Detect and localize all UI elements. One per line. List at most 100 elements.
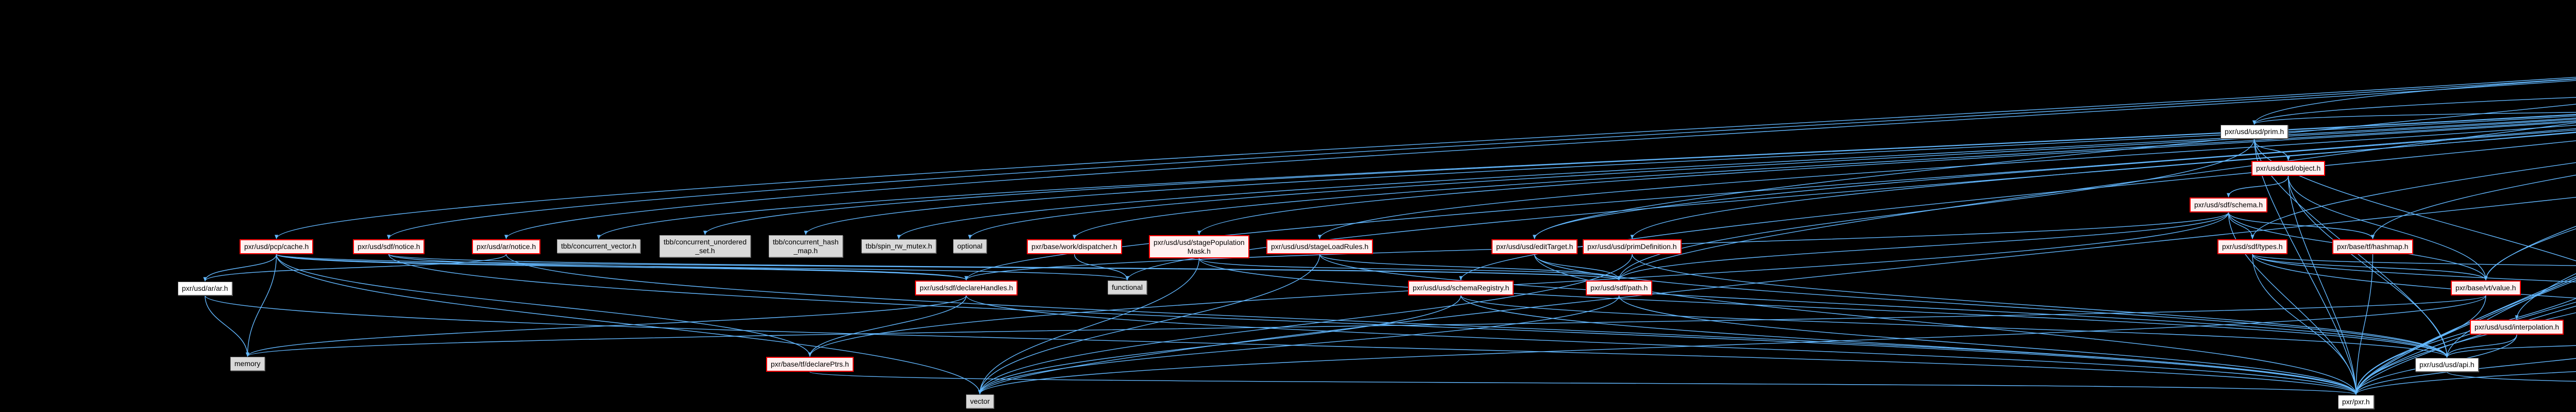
graph-node-optional[interactable]: optional	[953, 239, 987, 253]
graph-node-tbb_spin[interactable]: tbb/spin_rw_mutex.h	[861, 239, 937, 253]
edge-product-to-sdf_notice	[387, 78, 2576, 239]
edge-usd_object-to-usd_api	[2287, 175, 2449, 358]
edge-stagePopulationMask-to-vector	[978, 258, 1200, 394]
edge-sdf_types-to-matrix4d	[2252, 254, 2576, 266]
graph-node-sdf_path[interactable]: pxr/usd/sdf/path.h	[1586, 281, 1653, 295]
edge-stagePopulationMask-to-usd_api	[1198, 258, 2449, 358]
edge-usd_api-to-arch_export	[2446, 371, 2576, 382]
graph-node-tf_hashmap[interactable]: pxr/base/tf/hashmap.h	[2332, 239, 2413, 254]
graph-node-ar_notice[interactable]: pxr/usd/ar/notice.h	[472, 239, 541, 254]
graph-node-interpolation[interactable]: pxr/usd/usd/interpolation.h	[2470, 320, 2564, 335]
edge-primDefinition-to-usd_api	[1632, 254, 2449, 358]
edge-stagePopulationMask-to-sdf_path	[1198, 258, 1621, 281]
graph-node-pcp_cache[interactable]: pxr/usd/pcp/cache.h	[240, 239, 314, 254]
graph-node-stageLoadRules[interactable]: pxr/usd/usd/stageLoadRules.h	[1266, 239, 1374, 254]
graph-node-sdf_types[interactable]: pxr/usd/sdf/types.h	[2217, 239, 2287, 254]
edge-vt_value-to-memory	[246, 295, 2486, 357]
edge-sdf_types-to-pxr	[2252, 254, 2358, 395]
edge-sdf_path-to-vector	[978, 295, 1620, 394]
graph-node-usd_api[interactable]: pxr/usd/usd/api.h	[2415, 358, 2479, 372]
edge-settingsBase-to-tbb_hash_map	[804, 116, 2576, 235]
edge-stageLoadRules-to-vector	[978, 254, 1320, 394]
edge-schemaRegistry-to-vector	[978, 295, 1462, 394]
edge-pcp_cache-to-functional	[276, 254, 1129, 281]
edge-sdf_types-to-vec3d	[2252, 254, 2576, 283]
edge-schemaRegistry-to-pxr	[1460, 295, 2358, 395]
graph-node-editTarget[interactable]: pxr/usd/usd/editTarget.h	[1492, 239, 1578, 254]
graph-node-primDefinition[interactable]: pxr/usd/usd/primDefinition.h	[1583, 239, 1682, 254]
edge-tf_hashmap-to-pxr	[2354, 254, 2374, 395]
edge-primFlags-to-pxr	[2354, 358, 2576, 395]
edge-declarePtrs-to-pxr	[809, 371, 2358, 395]
edge-sdf_notice-to-declareHandles	[388, 254, 968, 281]
edge-schemaRegistry-to-usd_api	[1460, 295, 2449, 358]
graph-node-vt_value[interactable]: pxr/base/vt/value.h	[2451, 281, 2521, 295]
edge-settingsBase-to-stageLoadRules	[1318, 125, 2576, 239]
graph-node-tbb_vector[interactable]: tbb/concurrent_vector.h	[557, 239, 641, 253]
graph-node-ar_ar[interactable]: pxr/usd/ar/ar.h	[178, 282, 232, 295]
edge-product-to-vt_value	[2484, 226, 2576, 281]
edge-editTarget-to-usd_api	[1534, 254, 2449, 358]
edge-product-to-pcp_cache	[275, 77, 2576, 239]
edge-sdf_notice-to-pxr	[388, 254, 2358, 395]
edge-usd_object-to-pxr	[2287, 175, 2358, 395]
edge-sdf_path-to-pxr	[1618, 295, 2358, 395]
edge-dispatcher-to-functional	[1074, 254, 1129, 281]
edge-pcp_cache-to-vector	[276, 254, 982, 394]
edge-product-to-editTarget	[1533, 104, 2576, 239]
graph-node-tbb_unordered_set[interactable]: tbb/concurrent_unordered _set.h	[659, 235, 751, 258]
graph-node-dispatcher[interactable]: pxr/base/work/dispatcher.h	[1027, 239, 1122, 254]
edge-usd_object-to-sdf_schema	[2227, 175, 2289, 197]
edge-sdf_notice-to-sdf_path	[388, 254, 1621, 281]
edge-ar_notice-to-pxr	[505, 254, 2358, 395]
graph-node-sdf_schema[interactable]: pxr/usd/sdf/schema.h	[2190, 197, 2268, 212]
edge-stageLoadRules-to-usd_api	[1319, 254, 2449, 358]
graph-node-functional[interactable]: functional	[1108, 281, 1147, 294]
edge-primFlags-to-usd_api	[2445, 345, 2576, 358]
graph-node-pxr[interactable]: pxr/pxr.h	[2338, 395, 2374, 409]
edge-settingsBase-to-tbb_vector	[597, 113, 2576, 239]
edge-declareHandles-to-declarePtrs	[808, 295, 967, 357]
edge-product-to-sdf_path	[1617, 122, 2576, 281]
edge-settingsBase-to-editTarget	[1533, 129, 2576, 239]
graph-node-declarePtrs[interactable]: pxr/base/tf/declarePtrs.h	[766, 357, 854, 372]
edge-ar_ar-to-memory	[205, 295, 249, 357]
edge-ur_tokens-to-pxr	[2354, 305, 2576, 395]
edge-sdf_schema-to-sdf_types	[2228, 212, 2255, 239]
edge-usd_prim-to-sdf_path	[1617, 138, 2255, 281]
graph-node-tbb_hash_map[interactable]: tbb/concurrent_hash _map.h	[769, 235, 843, 258]
edge-sdf_schema-to-tf_hashmap	[2228, 212, 2375, 239]
edge-settingsBase-to-usd_prim	[2252, 96, 2576, 125]
graph-node-schemaRegistry[interactable]: pxr/usd/usd/schemaRegistry.h	[1408, 281, 1514, 295]
edge-sdf_schema-to-sdf_path	[1617, 212, 2229, 281]
edge-product-to-pxr	[2354, 276, 2576, 395]
edge-declareHandles-to-pxr	[965, 295, 2358, 395]
edge-trace-to-pxr	[2354, 312, 2576, 395]
edge-settingsBase-to-pxr	[2354, 279, 2576, 395]
edge-settingsBase-to-tf_hashmap	[2371, 174, 2576, 239]
edge-usd_prim-to-usd_object	[2253, 138, 2290, 161]
edge-settingsBase-to-sdf_types	[2250, 162, 2576, 239]
edge-product-to-usd_prim	[2252, 78, 2576, 125]
edge-ar_ar-to-pxr	[205, 295, 2358, 395]
edge-settingsBase-to-stagePopulationMask	[1197, 121, 2576, 235]
graph-node-usd_object[interactable]: pxr/usd/usd/object.h	[2251, 161, 2326, 176]
edge-typed-to-usd_prim	[2252, 112, 2576, 125]
graph-node-sdf_notice[interactable]: pxr/usd/sdf/notice.h	[353, 239, 425, 254]
edge-pcp_cache-to-declarePtrs	[276, 254, 812, 357]
edge-sdf_types-to-vt_value	[2252, 254, 2488, 281]
graph-node-vector[interactable]: vector	[966, 394, 994, 408]
edge-sdf_schema-to-declarePtrs	[808, 212, 2229, 357]
edge-product-to-ar_notice	[504, 80, 2576, 239]
graph-node-memory[interactable]: memory	[230, 357, 265, 371]
edge-editTarget-to-pxr	[1534, 254, 2358, 395]
edge-vec3d-to-pxr	[2354, 371, 2576, 395]
edge-interpolation-to-usd_api	[2445, 334, 2517, 358]
graph-node-stagePopulationMask[interactable]: pxr/usd/usd/stagePopulation Mask.h	[1149, 235, 1249, 259]
graph-node-usd_prim[interactable]: pxr/usd/usd/prim.h	[2221, 125, 2289, 139]
edge-sdf_types-to-vec3f	[2252, 254, 2576, 299]
edge-settingsBase-to-interpolation	[2515, 273, 2576, 320]
graph-node-declareHandles[interactable]: pxr/usd/sdf/declareHandles.h	[915, 281, 1018, 295]
edge-settingsBase-to-dispatcher	[1073, 120, 2576, 239]
